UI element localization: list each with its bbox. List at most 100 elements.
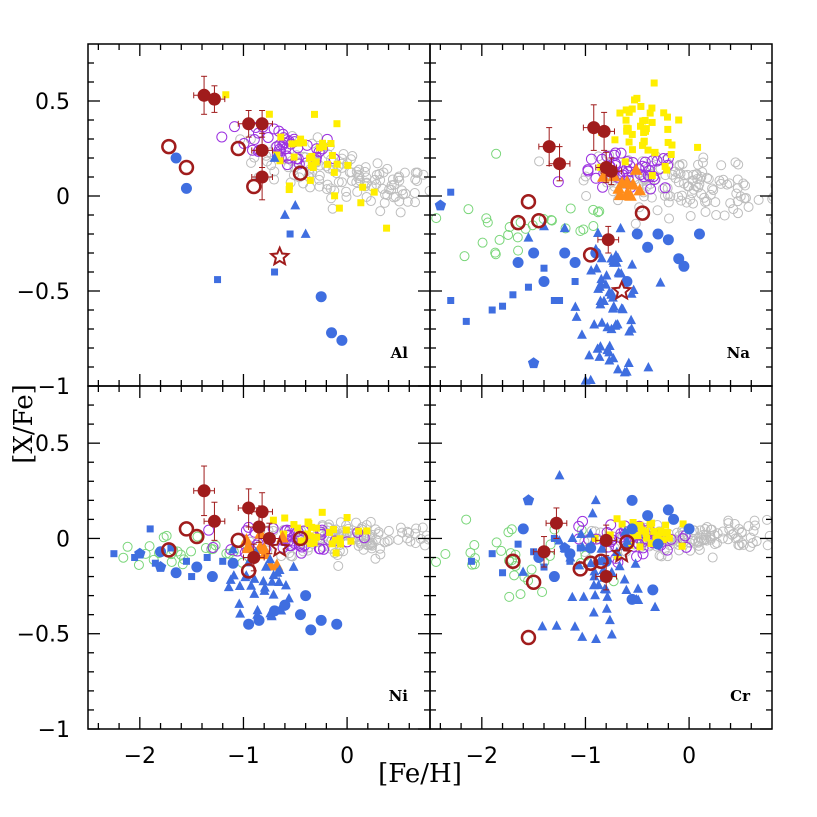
blue-circle-point <box>647 584 659 596</box>
yellow-star-point <box>312 158 320 166</box>
blue-square-point <box>566 557 574 565</box>
gray-star-point <box>769 215 772 225</box>
gray-star-point <box>652 205 663 216</box>
blue-pentagon-point <box>559 542 571 553</box>
red-open-point <box>292 165 309 181</box>
gray-star-point <box>657 183 668 194</box>
yellow-star-point <box>643 534 651 542</box>
gray-star-point <box>352 186 363 197</box>
yellow-star-point <box>383 224 391 232</box>
blue-triangle-point <box>228 543 238 554</box>
blue-triangle-point <box>595 295 606 305</box>
yellow-star-point <box>290 153 298 161</box>
red-star-marker <box>610 279 633 301</box>
blue-triangle-point <box>643 361 654 372</box>
gray-star-point <box>716 160 727 171</box>
blue-triangle-point <box>280 580 291 590</box>
yellow-star-point <box>332 549 340 557</box>
blue-triangle-point <box>570 621 580 631</box>
purple-star-point <box>203 524 215 536</box>
blue-triangle-point <box>554 470 565 480</box>
red-open-point <box>189 528 205 545</box>
yellow-star-point <box>308 152 316 160</box>
blue-circle-point <box>662 504 674 516</box>
blue-circle-point <box>294 609 306 621</box>
gray-star-point <box>534 156 545 167</box>
gray-star-point <box>699 524 710 535</box>
blue-pentagon-point <box>527 357 540 369</box>
yellow-star-point <box>678 542 686 550</box>
panel-points <box>431 470 772 646</box>
yellow-star-point <box>281 514 289 522</box>
blue-triangle-point <box>624 326 635 336</box>
blue-triangle-point <box>585 557 596 568</box>
yellow-star-point <box>344 161 352 169</box>
red-filled-point <box>549 516 563 530</box>
y-tick-label: −1 <box>38 718 70 743</box>
panel-ni: Ni 0.5 0 −0.5 −1 −2 −1 0 <box>17 385 461 769</box>
gray-star-point <box>333 560 344 571</box>
gray-star-point <box>733 540 744 551</box>
blue-triangle-point <box>279 209 290 219</box>
red-open-point <box>593 553 609 570</box>
green-star-point <box>513 245 524 256</box>
gray-star-point <box>362 540 373 551</box>
blue-triangle-point <box>604 614 615 625</box>
blue-circle-point <box>191 561 203 573</box>
gray-star-point <box>687 188 698 199</box>
green-star-point <box>166 556 177 567</box>
yellow-star-point <box>642 125 650 133</box>
yellow-star-point <box>654 531 662 539</box>
yellow-star-point <box>288 140 296 148</box>
blue-square-point <box>488 306 496 314</box>
gray-star-point <box>312 132 323 143</box>
gray-star-point <box>366 529 377 540</box>
gray-star-point <box>285 551 296 562</box>
red-filled-point <box>207 514 221 528</box>
blue-triangle-point <box>601 270 612 280</box>
blue-triangle-point <box>593 227 603 237</box>
red-filled-point <box>599 533 613 547</box>
blue-triangle-point <box>614 560 625 571</box>
yellow-star-point <box>650 527 658 535</box>
red-filled-point <box>252 520 266 534</box>
gray-star-point <box>740 180 751 191</box>
blue-square-point <box>509 291 517 299</box>
blue-triangle-point <box>551 620 562 630</box>
blue-triangle-point <box>599 583 610 594</box>
gray-star-point <box>801 233 810 242</box>
yellow-star-point <box>625 138 633 146</box>
gray-star-point <box>399 167 410 178</box>
gray-star-point <box>694 544 705 555</box>
blue-triangle-point <box>607 387 617 396</box>
gray-star-point <box>750 520 761 531</box>
blue-triangle-point <box>274 564 285 574</box>
yellow-star-point <box>324 160 332 168</box>
gray-star-point <box>246 157 257 168</box>
yellow-star-point <box>606 531 614 539</box>
x-tick-label: −2 <box>466 744 498 769</box>
gray-star-point <box>379 537 390 548</box>
blue-triangle-point <box>610 319 621 329</box>
yellow-star-point <box>646 520 654 528</box>
green-star-point <box>494 234 505 245</box>
blue-circle-point <box>300 590 312 602</box>
yellow-star-point <box>628 130 636 138</box>
blue-square-point <box>214 276 222 284</box>
yellow-star-point <box>664 125 672 133</box>
green-star-point <box>490 249 501 260</box>
green-star-point <box>578 224 589 235</box>
red-filled-point <box>553 157 567 171</box>
blue-triangle-point <box>628 284 639 294</box>
purple-star-point <box>229 121 241 133</box>
yellow-star-point <box>331 192 339 200</box>
blue-triangle-point <box>590 494 601 505</box>
gray-star-point <box>744 541 755 552</box>
gray-star-point <box>452 526 461 535</box>
gray-star-point <box>249 152 260 163</box>
blue-square-point <box>488 550 496 558</box>
blue-circle-point <box>548 571 560 583</box>
gray-star-point <box>375 549 386 560</box>
blue-circle-point <box>585 542 597 554</box>
blue-circle-point <box>538 276 550 287</box>
